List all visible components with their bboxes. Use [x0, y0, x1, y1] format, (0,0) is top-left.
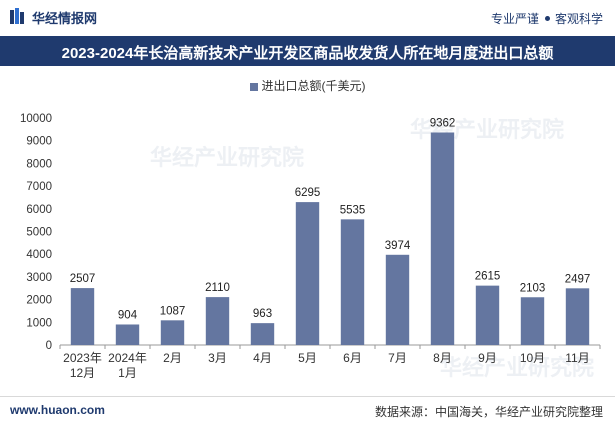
data-label: 1087 [160, 305, 186, 317]
huajing-logo-icon [10, 8, 24, 24]
separator-dot-icon [544, 16, 550, 22]
chart-title: 2023-2024年长治高新技术产业开发区商品收发货人所在地月度进出口总额 [61, 45, 554, 62]
slogan-tags: 专业严谨 客观科学 [491, 10, 603, 27]
y-tick-label: 6000 [26, 204, 52, 216]
y-tick-label: 3000 [26, 272, 52, 284]
brand-name: 华经情报网 [32, 11, 98, 26]
data-label: 5535 [340, 204, 366, 216]
x-tick-label: 5月 [298, 351, 317, 365]
bar [250, 323, 275, 345]
footer-divider [0, 396, 615, 397]
x-tick-label: 2024年 1月 [108, 351, 147, 380]
bar [565, 288, 590, 345]
top-bar: 华经情报网 专业严谨 客观科学 [0, 0, 615, 36]
x-tick-label: 2023年 12月 [63, 351, 102, 380]
y-tick-label: 2000 [26, 295, 52, 307]
y-tick-label: 1000 [26, 317, 52, 329]
footer-website[interactable]: www.huaon.com [10, 403, 105, 417]
bar [115, 324, 140, 345]
bar [205, 297, 230, 345]
data-label: 2103 [520, 282, 546, 294]
bar [340, 219, 365, 345]
data-label: 6295 [295, 187, 321, 199]
data-label: 904 [118, 309, 138, 321]
y-tick-label: 0 [46, 340, 52, 352]
slogan-tag-1: 专业严谨 [490, 12, 539, 26]
bar [430, 132, 455, 345]
data-label: 2110 [205, 282, 230, 294]
x-tick-label: 9月 [478, 351, 497, 365]
legend-label: 进出口总额(千美元) [261, 79, 366, 93]
y-tick-label: 8000 [26, 158, 52, 170]
bar [520, 297, 545, 345]
y-tick-label: 9000 [26, 136, 52, 148]
x-tick-label: 8月 [433, 351, 452, 365]
x-tick-label: 11月 [565, 351, 589, 365]
chart-legend: 进出口总额(千美元) [0, 77, 615, 94]
x-tick-label: 10月 [520, 351, 545, 365]
bar [475, 285, 500, 345]
data-label: 9362 [430, 117, 456, 129]
x-tick-label: 4月 [253, 351, 272, 365]
x-tick-label: 3月 [208, 351, 227, 365]
y-tick-label: 5000 [26, 227, 52, 239]
legend-swatch-icon [249, 82, 258, 91]
y-tick-label: 10000 [20, 113, 52, 125]
data-label: 2507 [70, 273, 96, 285]
bar [160, 320, 185, 345]
bar [70, 288, 95, 345]
x-tick-label: 6月 [343, 351, 362, 365]
data-label: 2497 [565, 273, 591, 285]
y-tick-label: 4000 [26, 249, 52, 261]
x-tick-label: 7月 [388, 351, 407, 365]
title-bar: 2023-2024年长治高新技术产业开发区商品收发货人所在地月度进出口总额 [0, 36, 615, 66]
slogan-tag-2: 客观科学 [554, 12, 603, 26]
bar [385, 254, 410, 345]
bar [295, 202, 320, 345]
data-label: 963 [253, 308, 272, 320]
data-label: 2615 [475, 271, 501, 283]
footer-source: 数据来源：中国海关，华经产业研究院整理 [374, 405, 603, 419]
x-tick-label: 2月 [163, 351, 182, 365]
y-tick-label: 7000 [26, 181, 52, 193]
data-label: 3974 [385, 240, 411, 252]
